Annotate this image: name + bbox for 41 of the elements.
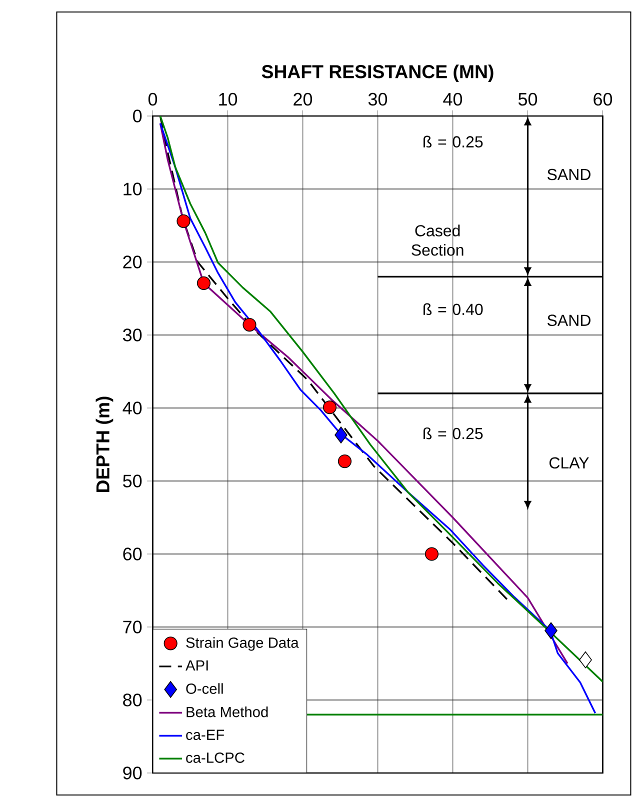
y-tick-label: 80 [123,694,142,706]
y-axis-title: DEPTH (m) [96,396,114,492]
y-tick-label: 60 [123,548,142,560]
x-tick-label: 0 [148,92,158,106]
y-tick-label: 0 [133,110,142,122]
point [338,454,352,468]
x-tick-label: 10 [219,92,238,106]
x-tick-label: 50 [518,92,538,106]
legend-label: Strain Gage Data [186,637,299,651]
point [425,547,439,561]
legend-label: Beta Method [186,706,268,718]
point [197,276,211,290]
point [579,651,592,668]
point [334,426,348,444]
annotation: SAND [548,168,591,180]
y-tick-label: 40 [122,402,142,414]
x-tick-label: 30 [368,92,388,106]
x-tick-label: 60 [594,92,612,106]
annotation: CLAY [550,457,590,469]
y-tick-label: 90 [123,766,142,780]
x-axis-title: SHAFT RESISTANCE (MN) [262,64,494,82]
x-tick-label: 20 [294,92,312,106]
annotation: Cased Section [412,224,464,256]
x-tick-label: 40 [443,92,462,106]
legend-label: ca-LCPC [186,752,245,763]
y-tick-label: 50 [123,474,142,488]
y-tick-label: 70 [123,620,142,634]
legend-label: O-cell [186,683,223,694]
y-tick-label: 20 [123,256,142,268]
y-tick-label: 10 [124,182,142,196]
point [242,318,256,332]
point [544,622,558,640]
annotation: ß = 0.40 [424,303,483,316]
point [176,214,190,228]
annotation: SAND [548,314,591,326]
legend-label: API [186,660,208,670]
legend-label: ca-EF [186,730,224,740]
annotation: ß = 0.25 [424,427,483,440]
annotation: ß = 0.25 [424,136,483,148]
point [323,400,337,414]
y-tick-label: 30 [123,328,142,342]
